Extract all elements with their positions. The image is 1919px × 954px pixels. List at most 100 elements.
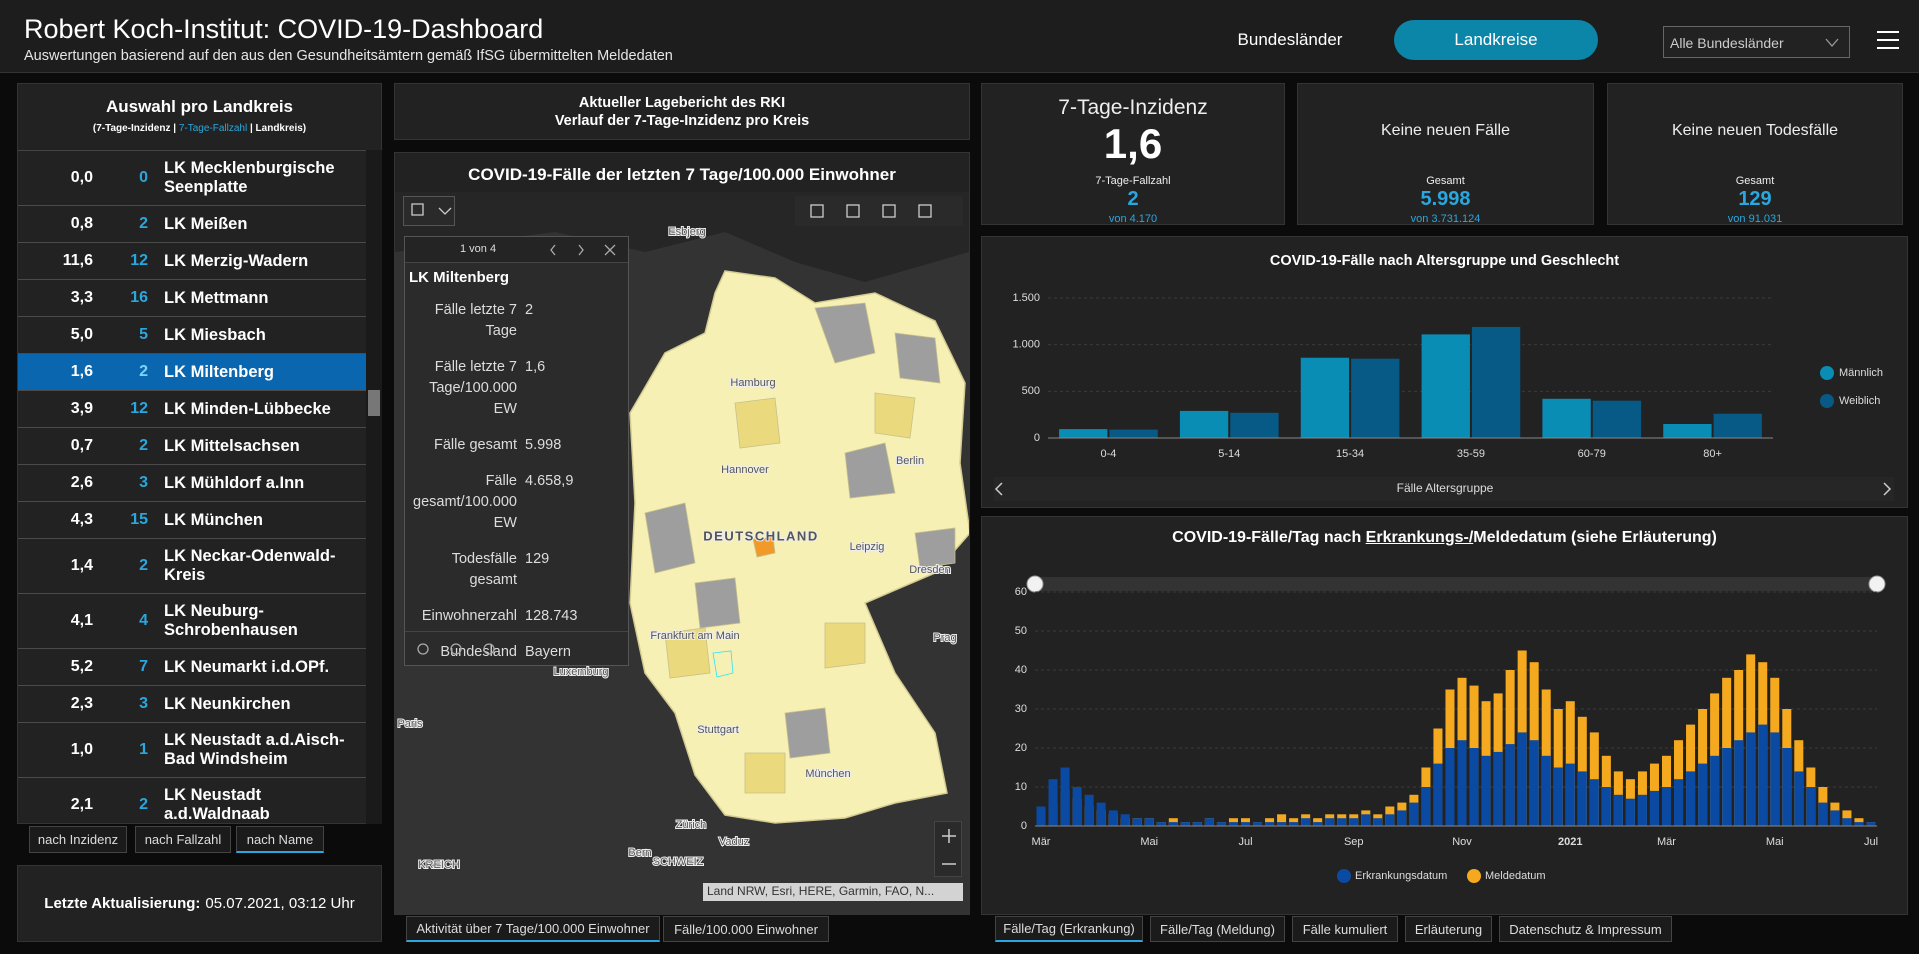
legend-part: 7-Tage-Fallzahl — [178, 123, 248, 134]
list-row[interactable]: 3,3 16 LK Mettmann — [18, 280, 366, 317]
map-tool[interactable] — [843, 201, 863, 221]
legend-label: Weiblich — [1839, 395, 1880, 407]
scrollbar-thumb[interactable] — [368, 390, 380, 416]
nav-tab[interactable]: Landkreise — [1394, 20, 1598, 60]
bar — [1204, 818, 1214, 826]
popup-footer — [405, 631, 628, 665]
bar — [1096, 802, 1106, 826]
map-toolbar — [795, 196, 963, 226]
map-tool[interactable] — [879, 201, 899, 221]
chart-tab[interactable]: Erläuterung — [1405, 916, 1492, 942]
chart-tab[interactable]: Fälle/Tag (Meldung) — [1150, 916, 1285, 942]
bar — [1361, 814, 1371, 826]
bar — [1517, 732, 1527, 826]
legend-swatch — [1820, 366, 1834, 380]
popup-field: Fälle letzte 7 Tage 2 — [407, 295, 625, 352]
list-row[interactable]: 1,6 2 LK Miltenberg — [18, 354, 366, 391]
bar — [1228, 822, 1238, 826]
kpi-card[interactable]: 7-Tage-Inzidenz 1,6 7-Tage-Fallzahl 2 von 4.… — [981, 83, 1285, 225]
bar — [1289, 818, 1299, 826]
zoom-button[interactable] — [935, 822, 963, 878]
nav-tab[interactable]: Bundesländer — [1237, 30, 1343, 49]
list-row[interactable]: 0,0 0 LK Mecklenburgische Seenplatte — [18, 151, 366, 206]
list-row[interactable]: 4,1 4 LK Neuburg-Schrobenhausen — [18, 594, 366, 649]
bar — [1168, 822, 1178, 826]
menu-button[interactable] — [1877, 31, 1899, 49]
map-select-tools — [403, 196, 455, 226]
bar — [1240, 822, 1251, 826]
bar — [1036, 806, 1046, 826]
sort-button[interactable]: nach Name — [236, 826, 324, 853]
popup-title: LK Miltenberg — [409, 269, 509, 286]
list-row[interactable]: 2,3 3 LK Neunkirchen — [18, 686, 366, 723]
list-row[interactable]: 5,2 7 LK Neumarkt i.d.OPf. — [18, 649, 366, 686]
bar — [1179, 410, 1229, 438]
scrollbar-track — [366, 150, 382, 824]
update-box: Letzte Aktualisierung: 05.07.2021, 03:12 … — [17, 865, 382, 942]
list-row[interactable]: 3,9 12 LK Minden-Lübbecke — [18, 391, 366, 428]
y-tick-label: 1.500 — [1012, 292, 1040, 304]
map-tool[interactable] — [807, 201, 827, 221]
slider-handle[interactable] — [1026, 575, 1044, 593]
row-incidence: 4,1 — [70, 612, 93, 629]
list-row[interactable]: 2,1 2 LK Neustadt a.d.Waldnaab — [18, 778, 366, 824]
bar — [1301, 818, 1311, 826]
dropdown[interactable]: Alle Bundesländer — [1663, 26, 1850, 58]
row-name: LK Neckar-Odenwald-Kreis — [164, 547, 336, 584]
map-label: Berlin — [896, 455, 924, 467]
kpi-title: 7-Tage-Inzidenz — [1058, 96, 1208, 119]
bar — [1577, 771, 1587, 826]
bar — [1421, 334, 1470, 438]
popup-action[interactable] — [481, 641, 497, 657]
list-row[interactable]: 4,3 15 LK München — [18, 502, 366, 539]
row-name: LK Neuburg-Schrobenhausen — [164, 602, 298, 639]
bar — [1481, 755, 1491, 826]
bar — [1120, 814, 1130, 826]
scroll-right[interactable] — [1883, 482, 1892, 496]
list-row[interactable]: 5,0 5 LK Miesbach — [18, 317, 366, 354]
bar — [1553, 767, 1563, 826]
kpi-sub-total: von 4.170 — [1108, 213, 1158, 225]
select-tool[interactable] — [435, 201, 455, 221]
list-row[interactable]: 1,4 2 LK Neckar-Odenwald-Kreis — [18, 539, 366, 594]
map-label: SCHWEIZ — [653, 856, 704, 868]
title-part[interactable]: Erkrankungs-/ — [1365, 529, 1474, 546]
row-incidence: 1,0 — [70, 741, 93, 758]
chart-tab[interactable]: Fälle kumuliert — [1292, 916, 1398, 942]
zoom-button[interactable] — [935, 822, 963, 878]
popup-nav[interactable] — [550, 244, 562, 256]
legend-swatch — [1337, 869, 1351, 883]
popup-nav[interactable] — [604, 244, 616, 256]
list-row[interactable]: 2,6 3 LK Mühldorf a.Inn — [18, 465, 366, 502]
map-tab[interactable]: Aktivität über 7 Tage/100.000 Einwohner — [406, 916, 660, 942]
bar — [1313, 822, 1323, 826]
list-row[interactable]: 0,8 2 LK Meißen — [18, 206, 366, 243]
report-box[interactable]: Aktueller Lagebericht des RKI Verlauf der… — [394, 83, 970, 140]
map-region-yellow — [744, 752, 786, 794]
select-tool[interactable] — [409, 201, 429, 221]
slider-handle[interactable] — [1868, 575, 1886, 593]
chart-tab[interactable]: Datenschutz & Impressum — [1499, 916, 1672, 942]
scroll-left[interactable] — [994, 482, 1003, 496]
map-region-grey — [914, 527, 956, 569]
row-cases: 2 — [139, 557, 148, 574]
list-row[interactable]: 0,7 2 LK Mittelsachsen — [18, 428, 366, 465]
map-tab[interactable]: Fälle/100.000 Einwohner — [663, 916, 829, 942]
bar — [1373, 818, 1383, 826]
popup-nav[interactable] — [578, 244, 590, 256]
map-tool[interactable] — [915, 201, 935, 221]
kpi-card[interactable]: Keine neuen Todesfälle Gesamt 129 von 91.03… — [1607, 83, 1903, 225]
list-row[interactable]: 1,0 1 LK Neustadt a.d.Aisch-Bad Windsheim — [18, 723, 366, 778]
kpi-title: Keine neuen Fälle — [1381, 122, 1510, 139]
sort-button[interactable]: nach Fallzahl — [135, 826, 231, 853]
row-cases: 5 — [139, 326, 148, 343]
chart-tab[interactable]: Fälle/Tag (Erkrankung) — [995, 916, 1143, 942]
popup-action[interactable] — [448, 641, 464, 657]
row-cases: 2 — [139, 215, 148, 232]
kpi-card[interactable]: Keine neuen Fälle Gesamt 5.998 von 3.731.12… — [1297, 83, 1594, 225]
update-label: Letzte Aktualisierung: — [44, 895, 201, 912]
x-tick-label: Nov — [1452, 836, 1472, 848]
list-row[interactable]: 11,6 12 LK Merzig-Wadern — [18, 243, 366, 280]
sort-button[interactable]: nach Inzidenz — [29, 826, 127, 853]
popup-action[interactable] — [415, 641, 431, 657]
